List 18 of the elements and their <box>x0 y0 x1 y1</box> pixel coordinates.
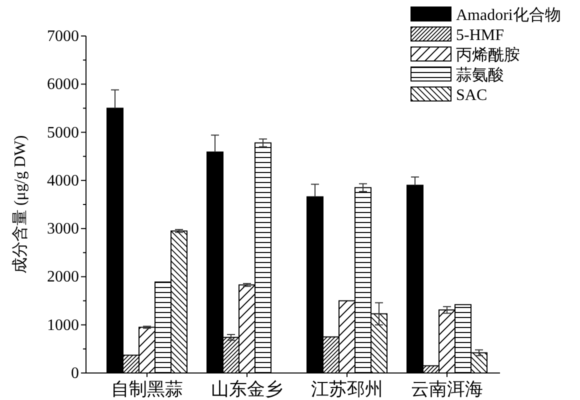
y-tick-label: 4000 <box>47 172 79 190</box>
x-tick-label: 自制黑蒜 <box>111 379 183 399</box>
y-tick-label: 1000 <box>47 316 79 334</box>
y-tick-label: 6000 <box>47 76 79 94</box>
y-tick-label: 2000 <box>47 268 79 286</box>
y-tick-label: 5000 <box>47 124 79 142</box>
legend-label: 蒜氨酸 <box>456 66 504 84</box>
y-tick-label: 7000 <box>47 28 79 45</box>
x-tick-label: 江苏邳州 <box>311 379 383 399</box>
y-axis-title: 成分含量 (μg/g DW) <box>11 135 29 274</box>
legend-label: Amadori化合物 <box>456 6 561 24</box>
y-tick-label: 3000 <box>47 220 79 238</box>
x-tick-label: 山东金乡 <box>211 379 283 399</box>
legend-label: SAC <box>456 87 488 104</box>
legend-label: 5-HMF <box>456 27 504 44</box>
legend-label: 丙烯酰胺 <box>456 46 520 64</box>
y-tick-label: 0 <box>71 365 79 382</box>
x-tick-label: 云南洱海 <box>411 379 483 399</box>
